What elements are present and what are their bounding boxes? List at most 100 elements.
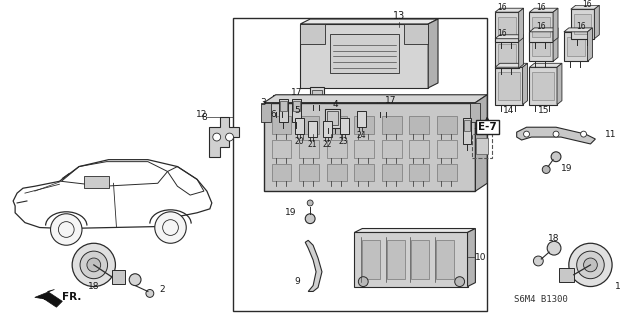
Polygon shape <box>564 28 593 32</box>
Bar <box>564 32 588 61</box>
Polygon shape <box>595 5 599 39</box>
Polygon shape <box>523 63 527 105</box>
Bar <box>300 24 428 88</box>
Bar <box>529 67 557 105</box>
Bar <box>571 9 595 39</box>
Polygon shape <box>516 127 595 144</box>
Bar <box>300 116 319 134</box>
Polygon shape <box>495 8 524 12</box>
Bar <box>498 72 520 100</box>
Polygon shape <box>553 8 558 42</box>
Text: 4: 4 <box>333 100 339 109</box>
Bar <box>529 12 553 42</box>
Text: 11: 11 <box>605 130 617 139</box>
Circle shape <box>129 274 141 286</box>
Circle shape <box>305 214 315 224</box>
Bar <box>470 103 480 122</box>
Text: 1: 1 <box>615 282 621 291</box>
Bar <box>280 101 287 110</box>
Text: 14: 14 <box>503 106 515 115</box>
Bar <box>234 18 487 311</box>
Text: 19: 19 <box>561 164 572 173</box>
Circle shape <box>155 212 186 243</box>
Polygon shape <box>476 95 487 191</box>
Bar <box>362 240 380 279</box>
Bar <box>327 111 338 125</box>
Bar <box>264 103 476 191</box>
Bar <box>355 140 374 158</box>
Bar <box>300 164 319 181</box>
Bar <box>310 87 324 105</box>
Text: 17: 17 <box>385 96 396 105</box>
Bar <box>387 240 404 279</box>
Text: FR.: FR. <box>62 292 82 302</box>
Text: 15: 15 <box>538 106 549 115</box>
Text: 10: 10 <box>476 253 487 262</box>
Polygon shape <box>35 290 62 307</box>
Bar <box>323 121 332 137</box>
Bar <box>272 116 291 134</box>
Circle shape <box>547 241 561 255</box>
Bar <box>261 103 271 122</box>
Text: 19: 19 <box>285 208 296 217</box>
Bar <box>275 98 285 109</box>
Bar <box>308 121 317 137</box>
Text: 18: 18 <box>548 234 560 243</box>
Circle shape <box>580 131 586 137</box>
Bar <box>292 99 301 122</box>
Bar <box>340 118 349 134</box>
Bar <box>294 101 300 110</box>
Polygon shape <box>553 28 558 61</box>
Bar <box>330 34 399 73</box>
Bar <box>300 24 325 44</box>
Bar <box>327 164 346 181</box>
Text: 5: 5 <box>294 106 300 115</box>
Bar <box>355 164 374 181</box>
Bar <box>436 240 454 279</box>
Bar <box>463 120 470 131</box>
Text: 8: 8 <box>201 113 207 122</box>
Circle shape <box>80 251 108 279</box>
Text: 13: 13 <box>392 11 405 21</box>
Text: 16: 16 <box>497 29 507 38</box>
Text: 3: 3 <box>260 98 266 107</box>
Bar <box>357 111 366 127</box>
Polygon shape <box>305 240 322 292</box>
Circle shape <box>553 131 559 137</box>
Text: 12: 12 <box>196 110 207 119</box>
Polygon shape <box>529 28 558 32</box>
Circle shape <box>213 133 221 141</box>
Text: 7: 7 <box>474 128 479 137</box>
Polygon shape <box>588 28 593 61</box>
Bar <box>300 140 319 158</box>
Bar <box>111 270 125 284</box>
Polygon shape <box>495 35 524 39</box>
Bar <box>379 98 389 109</box>
Bar <box>325 108 340 128</box>
Bar <box>472 134 492 158</box>
Bar <box>495 39 518 68</box>
Bar <box>327 140 346 158</box>
Polygon shape <box>571 5 599 9</box>
Circle shape <box>551 152 561 162</box>
Bar <box>377 95 391 113</box>
Bar <box>559 268 573 282</box>
Text: 18: 18 <box>88 282 100 291</box>
Text: S6M4 B1300: S6M4 B1300 <box>515 295 568 304</box>
Circle shape <box>87 258 100 272</box>
Text: 21: 21 <box>307 140 317 149</box>
Bar <box>532 72 554 100</box>
Text: E-7: E-7 <box>478 122 497 132</box>
Polygon shape <box>355 228 476 233</box>
Bar <box>412 240 429 279</box>
Text: 16: 16 <box>497 3 507 12</box>
Bar <box>272 140 291 158</box>
Bar <box>532 37 550 56</box>
Bar <box>529 32 553 61</box>
Text: 9: 9 <box>294 277 300 286</box>
Bar <box>312 90 322 102</box>
Circle shape <box>533 256 543 266</box>
Bar <box>476 138 488 154</box>
Bar <box>382 140 402 158</box>
Bar <box>382 116 402 134</box>
